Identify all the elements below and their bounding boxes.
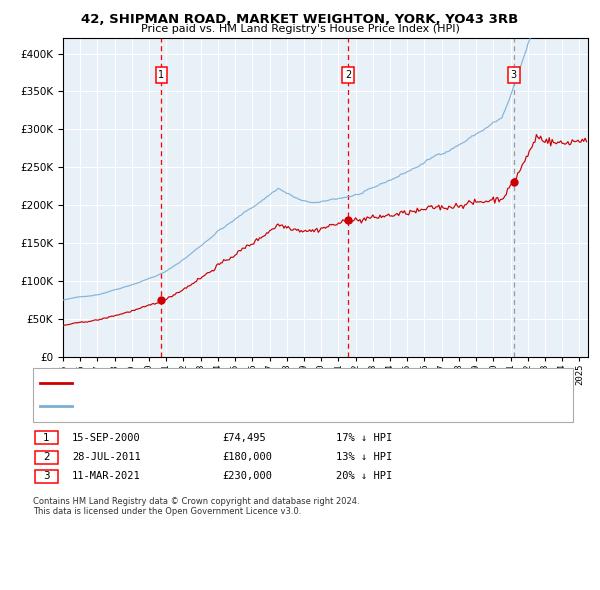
Text: This data is licensed under the Open Government Licence v3.0.: This data is licensed under the Open Gov…: [33, 507, 301, 516]
Text: 13% ↓ HPI: 13% ↓ HPI: [336, 453, 392, 462]
Text: HPI: Average price, detached house, East Riding of Yorkshire: HPI: Average price, detached house, East…: [78, 401, 373, 411]
Text: 1: 1: [158, 70, 164, 80]
Text: 3: 3: [511, 70, 517, 80]
Text: Price paid vs. HM Land Registry's House Price Index (HPI): Price paid vs. HM Land Registry's House …: [140, 24, 460, 34]
Text: 2: 2: [43, 453, 50, 462]
Text: 42, SHIPMAN ROAD, MARKET WEIGHTON, YORK, YO43 3RB (detached house): 42, SHIPMAN ROAD, MARKET WEIGHTON, YORK,…: [78, 378, 454, 388]
Text: 15-SEP-2000: 15-SEP-2000: [72, 433, 141, 442]
Text: 17% ↓ HPI: 17% ↓ HPI: [336, 433, 392, 442]
Text: 1: 1: [43, 433, 50, 442]
Text: 2: 2: [345, 70, 352, 80]
Text: £74,495: £74,495: [222, 433, 266, 442]
Text: £180,000: £180,000: [222, 453, 272, 462]
Text: 3: 3: [43, 471, 50, 481]
Text: Contains HM Land Registry data © Crown copyright and database right 2024.: Contains HM Land Registry data © Crown c…: [33, 497, 359, 506]
Text: 42, SHIPMAN ROAD, MARKET WEIGHTON, YORK, YO43 3RB: 42, SHIPMAN ROAD, MARKET WEIGHTON, YORK,…: [82, 13, 518, 26]
Text: 11-MAR-2021: 11-MAR-2021: [72, 471, 141, 481]
Text: £230,000: £230,000: [222, 471, 272, 481]
Text: 28-JUL-2011: 28-JUL-2011: [72, 453, 141, 462]
Text: 20% ↓ HPI: 20% ↓ HPI: [336, 471, 392, 481]
